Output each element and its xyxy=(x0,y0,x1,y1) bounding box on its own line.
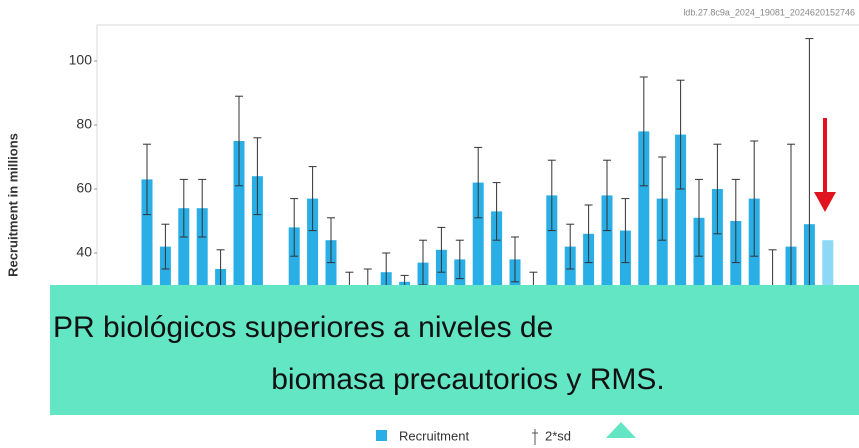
error-bar xyxy=(143,143,151,216)
arrow-head xyxy=(814,192,836,212)
callout-line: biomasa precautorios y RMS. xyxy=(271,363,665,396)
error-bar xyxy=(198,178,207,238)
y-tick-label: 80 xyxy=(76,116,92,132)
callout-box xyxy=(50,285,859,415)
error-bar xyxy=(750,140,759,257)
error-bar xyxy=(603,159,611,232)
y-axis-label: Recruitment in millions xyxy=(5,133,20,277)
error-bar xyxy=(290,198,299,257)
bar xyxy=(472,182,484,381)
error-bar xyxy=(713,143,722,235)
error-bar xyxy=(695,178,703,257)
red-arrow xyxy=(814,118,836,212)
legend-label: 2*sd xyxy=(545,428,571,443)
error-bar xyxy=(566,223,575,270)
callout-line: PR biológicos superiores a niveles de xyxy=(53,311,553,344)
error-bar xyxy=(474,146,483,219)
error-bar xyxy=(161,223,170,270)
error-bar xyxy=(676,79,685,190)
error-bar xyxy=(584,204,593,264)
error-bar xyxy=(731,178,740,264)
bar xyxy=(638,131,650,381)
error-bar xyxy=(455,239,464,280)
error-bar xyxy=(492,182,501,241)
bar xyxy=(141,179,153,381)
y-tick-label: 100 xyxy=(69,52,93,68)
y-tick-label: 60 xyxy=(76,180,92,196)
legend-error-icon xyxy=(532,429,538,445)
bar xyxy=(251,176,263,381)
error-bar xyxy=(639,76,648,187)
bar xyxy=(233,141,245,381)
legend: Recruitment 2*sd xyxy=(376,428,571,445)
error-bar xyxy=(511,236,519,283)
error-bar xyxy=(235,95,243,187)
error-bar xyxy=(621,198,630,264)
error-bar xyxy=(327,217,335,264)
legend-label: Recruitment xyxy=(399,428,469,443)
error-bar xyxy=(308,166,317,232)
error-bar xyxy=(437,226,446,273)
legend-swatch xyxy=(376,430,387,441)
error-bar xyxy=(179,178,188,238)
error-bar xyxy=(253,137,262,216)
y-tick-label: 40 xyxy=(76,244,92,260)
bar xyxy=(675,134,687,381)
callout-pointer xyxy=(606,422,636,438)
error-bar xyxy=(547,159,556,232)
error-bar xyxy=(658,156,667,241)
chart-title: ldb.27.8c9a_2024_19081_2024620152746 xyxy=(683,7,855,17)
